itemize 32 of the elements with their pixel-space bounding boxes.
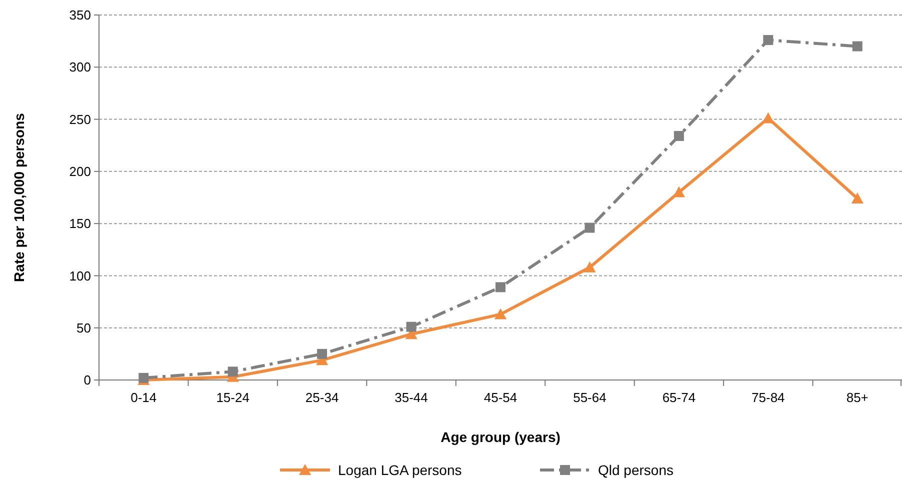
point: [317, 348, 328, 359]
point: [852, 41, 862, 52]
point: [406, 322, 416, 332]
point: [496, 282, 506, 292]
x-tick-label: 65-74: [662, 390, 696, 405]
y-tick-label: 250: [69, 112, 91, 127]
x-tick-label: 25-34: [305, 390, 339, 405]
point: [851, 192, 864, 204]
x-tick-label: 75-84: [752, 390, 785, 405]
y-tick-label: 200: [69, 164, 91, 179]
point: [228, 366, 238, 377]
x-tick-label: 35-44: [394, 390, 428, 405]
y-tick-label: 300: [69, 60, 91, 75]
legend-label: Logan LGA persons: [338, 462, 462, 478]
point: [763, 35, 774, 46]
x-tick-label: 55-64: [573, 390, 606, 405]
legend-label: Qld persons: [598, 462, 674, 478]
x-axis-title: Age group (years): [440, 429, 560, 445]
x-tick-label: 45-54: [484, 390, 518, 405]
y-axis-title: Rate per 100,000 persons: [11, 112, 27, 282]
y-tick-label: 100: [69, 268, 91, 284]
point: [494, 308, 506, 320]
x-tick-label: 0-14: [130, 390, 157, 405]
x-tick-label: 15-24: [216, 390, 250, 405]
point: [674, 130, 684, 141]
point: [584, 261, 596, 272]
y-tick-label: 0: [84, 372, 91, 388]
x-tick-label: 85+: [846, 390, 868, 405]
point: [584, 222, 595, 233]
y-tick-label: 150: [69, 216, 91, 232]
y-tick-label: 50: [76, 320, 91, 336]
y-tick-label: 350: [69, 8, 91, 23]
